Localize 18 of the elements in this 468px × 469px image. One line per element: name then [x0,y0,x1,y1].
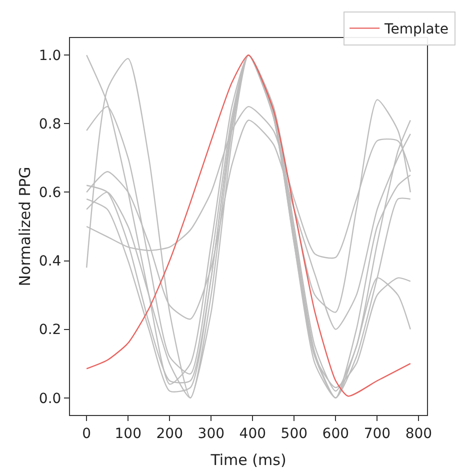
x-tick-label: 100 [114,426,142,442]
y-tick-label: 0.8 [38,116,62,133]
x-tick-label: 500 [280,426,308,442]
y-tick-label: 0.6 [38,185,62,202]
x-tick-label: 400 [239,426,266,442]
y-axis-title: Normalized PPG [16,166,34,286]
x-tick-label: 600 [322,426,350,442]
y-tick-label: 1.0 [38,48,62,64]
y-tick-label: 0.4 [38,254,62,270]
x-tick-label: 800 [405,426,432,442]
y-tick-label: 0.0 [38,390,62,407]
x-tick-label: 0 [82,426,92,442]
y-tick-label: 0.2 [38,322,62,338]
legend-label: Template [384,22,448,38]
x-tick-label: 300 [198,426,225,442]
x-axis-title: Time (ms) [210,451,286,469]
x-tick-label: 200 [156,426,183,442]
x-tick-label: 700 [364,426,391,442]
